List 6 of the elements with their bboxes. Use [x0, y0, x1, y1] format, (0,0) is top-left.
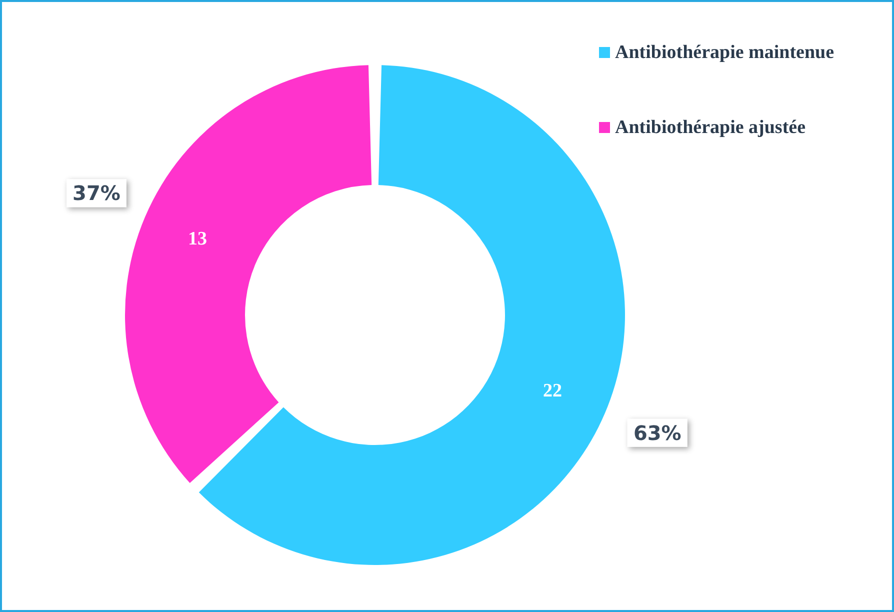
data-label: 22 — [542, 380, 562, 402]
data-label: 13 — [188, 228, 208, 250]
legend-label: Antibiothérapie maintenue — [615, 42, 834, 63]
text: 37% — [72, 181, 120, 206]
text: 63% — [633, 420, 682, 445]
legend-label: Antibiothérapie ajustée — [615, 117, 806, 138]
